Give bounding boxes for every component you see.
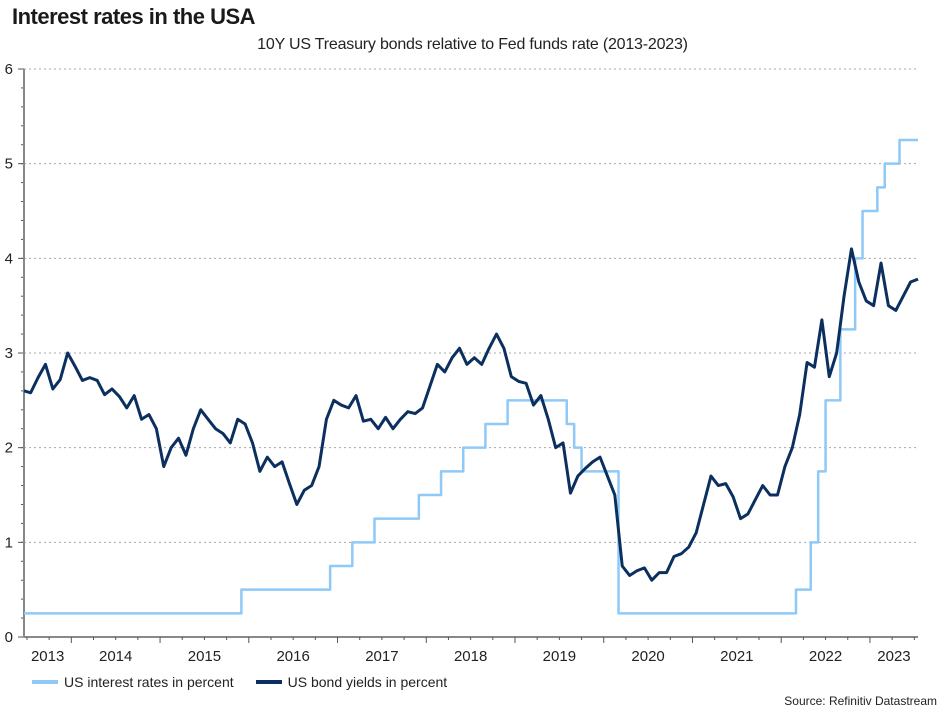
legend: US interest rates in percent US bond yie… — [32, 674, 447, 690]
x-tick-label: 2023 — [877, 648, 910, 665]
source-note: Source: Refinitiv Datastream — [784, 694, 937, 708]
x-tick-label: 2018 — [454, 648, 487, 665]
x-tick-label: 2013 — [31, 648, 64, 665]
chart-title: Interest rates in the USA — [12, 4, 256, 29]
y-tick-label: 4 — [5, 250, 13, 267]
x-tick-label: 2014 — [99, 648, 132, 665]
legend-swatch-bond — [255, 680, 282, 684]
x-tick-label: 2015 — [188, 648, 221, 665]
x-tick-label: 2021 — [720, 648, 753, 665]
y-tick-label: 3 — [5, 345, 13, 362]
series-bond-yield-line — [23, 247, 919, 582]
y-tick-label: 1 — [5, 534, 13, 551]
x-tick-label: 2022 — [809, 648, 842, 665]
axes: 0 1 2 3 4 5 6 2013 2014 2015 2016 2017 2018 2019 2020 2… — [5, 61, 918, 665]
chart-subtitle: 10Y US Treasury bonds relative to Fed fu… — [257, 36, 688, 53]
y-tick-label: 0 — [5, 629, 13, 646]
legend-label-fed: US interest rates in percent — [64, 674, 234, 690]
series-group — [23, 138, 919, 615]
x-tick-label: 2016 — [276, 648, 309, 665]
legend-item-bond: US bond yields in percent — [255, 674, 448, 690]
x-tick-label: 2020 — [631, 648, 664, 665]
x-tick-label: 2019 — [543, 648, 576, 665]
legend-label-bond: US bond yields in percent — [287, 674, 448, 690]
y-tick-label: 2 — [5, 440, 13, 457]
y-tick-label: 5 — [5, 156, 13, 173]
y-tick-label: 6 — [5, 61, 13, 78]
x-tick-label: 2017 — [365, 648, 398, 665]
legend-swatch-fed — [32, 680, 58, 684]
legend-item-fed: US interest rates in percent — [32, 674, 234, 690]
